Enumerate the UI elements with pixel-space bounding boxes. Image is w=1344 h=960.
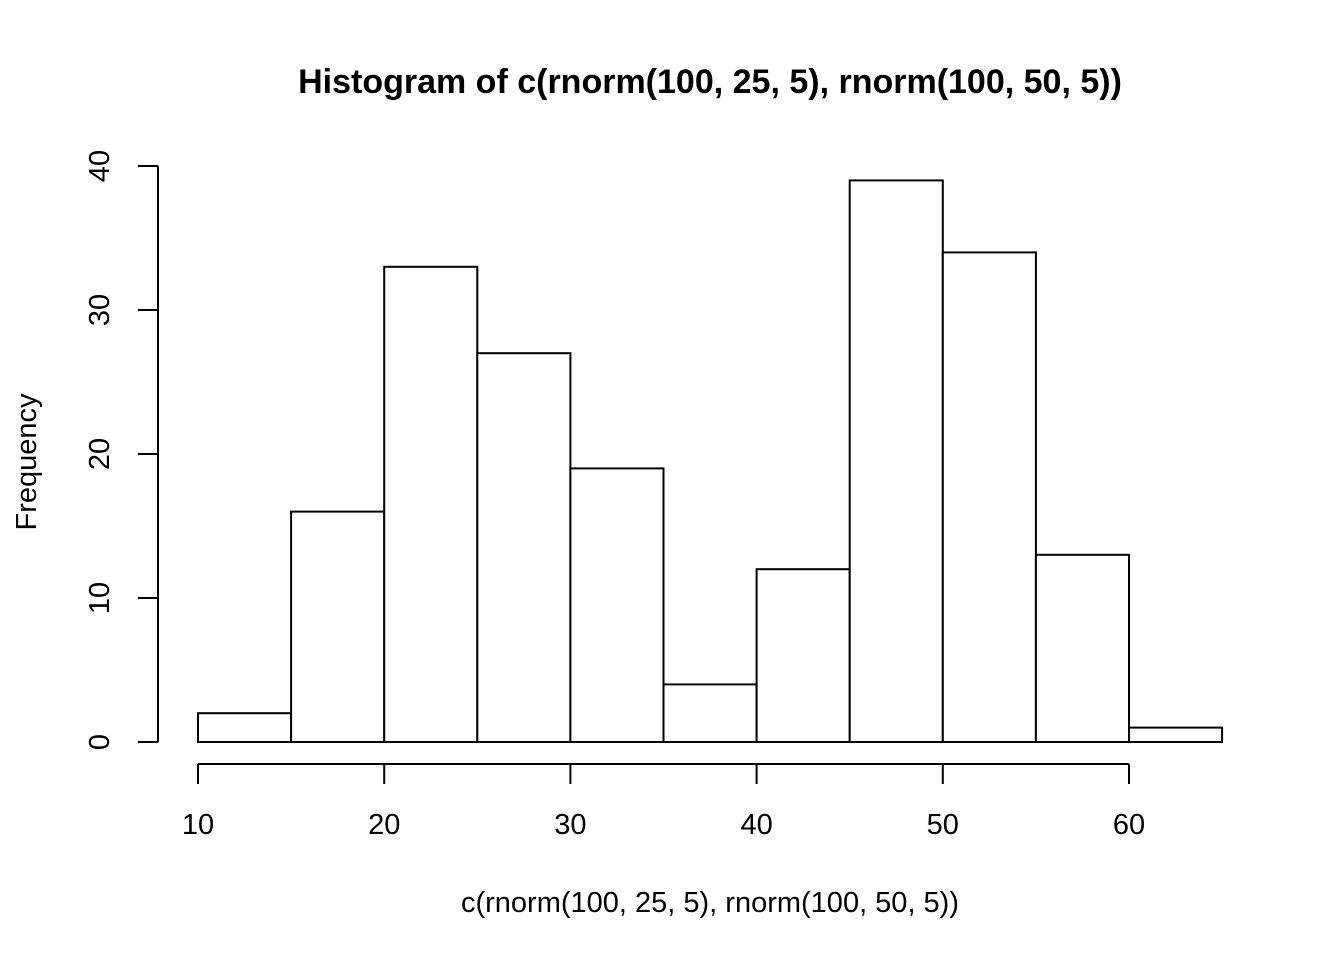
x-axis: 10 20 30 40 50 60 — [182, 763, 1145, 841]
histogram-bar — [476, 352, 572, 743]
histogram-bar — [569, 467, 665, 743]
histogram-bar — [383, 265, 479, 743]
histogram-bar — [755, 568, 851, 744]
histogram-bar — [1034, 553, 1131, 743]
histogram-bar — [290, 510, 386, 743]
x-tick-label: 30 — [554, 809, 586, 841]
y-tick-label: 40 — [84, 150, 116, 182]
x-tick-label: 50 — [927, 809, 959, 841]
histogram-bar — [941, 251, 1037, 743]
histogram-bar — [197, 712, 293, 744]
chart-title: Histogram of c(rnorm(100, 25, 5), rnorm(… — [298, 63, 1122, 101]
histogram-bar — [848, 179, 944, 743]
bars-group — [197, 179, 1224, 744]
y-tick-label: 30 — [84, 294, 116, 326]
x-tick-label: 10 — [182, 809, 214, 841]
y-tick-label: 10 — [84, 582, 116, 614]
x-axis-label: c(rnorm(100, 25, 5), rnorm(100, 50, 5)) — [461, 887, 959, 919]
y-tick-label: 20 — [84, 438, 116, 470]
x-tick-label: 60 — [1113, 809, 1145, 841]
x-tick-label: 20 — [368, 809, 400, 841]
histogram-bar — [662, 683, 758, 744]
histogram-bar — [1128, 726, 1224, 743]
x-tick-label: 40 — [740, 809, 772, 841]
y-tick-label: 0 — [84, 734, 116, 750]
y-axis: 0 10 20 30 40 — [84, 150, 159, 750]
y-axis-label: Frequency — [11, 393, 43, 531]
